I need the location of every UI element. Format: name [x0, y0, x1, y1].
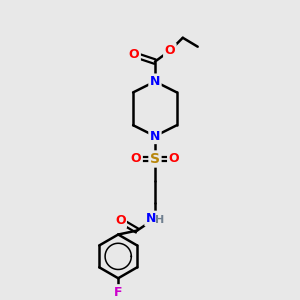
Text: O: O: [165, 44, 175, 57]
Text: N: N: [146, 212, 156, 225]
Text: F: F: [114, 286, 122, 299]
Text: N: N: [150, 75, 160, 88]
Text: H: H: [155, 214, 165, 225]
Text: S: S: [150, 152, 160, 166]
Text: O: O: [115, 214, 125, 227]
Text: O: O: [169, 152, 179, 166]
Text: N: N: [150, 130, 160, 142]
Text: O: O: [129, 48, 140, 61]
Text: O: O: [131, 152, 141, 166]
